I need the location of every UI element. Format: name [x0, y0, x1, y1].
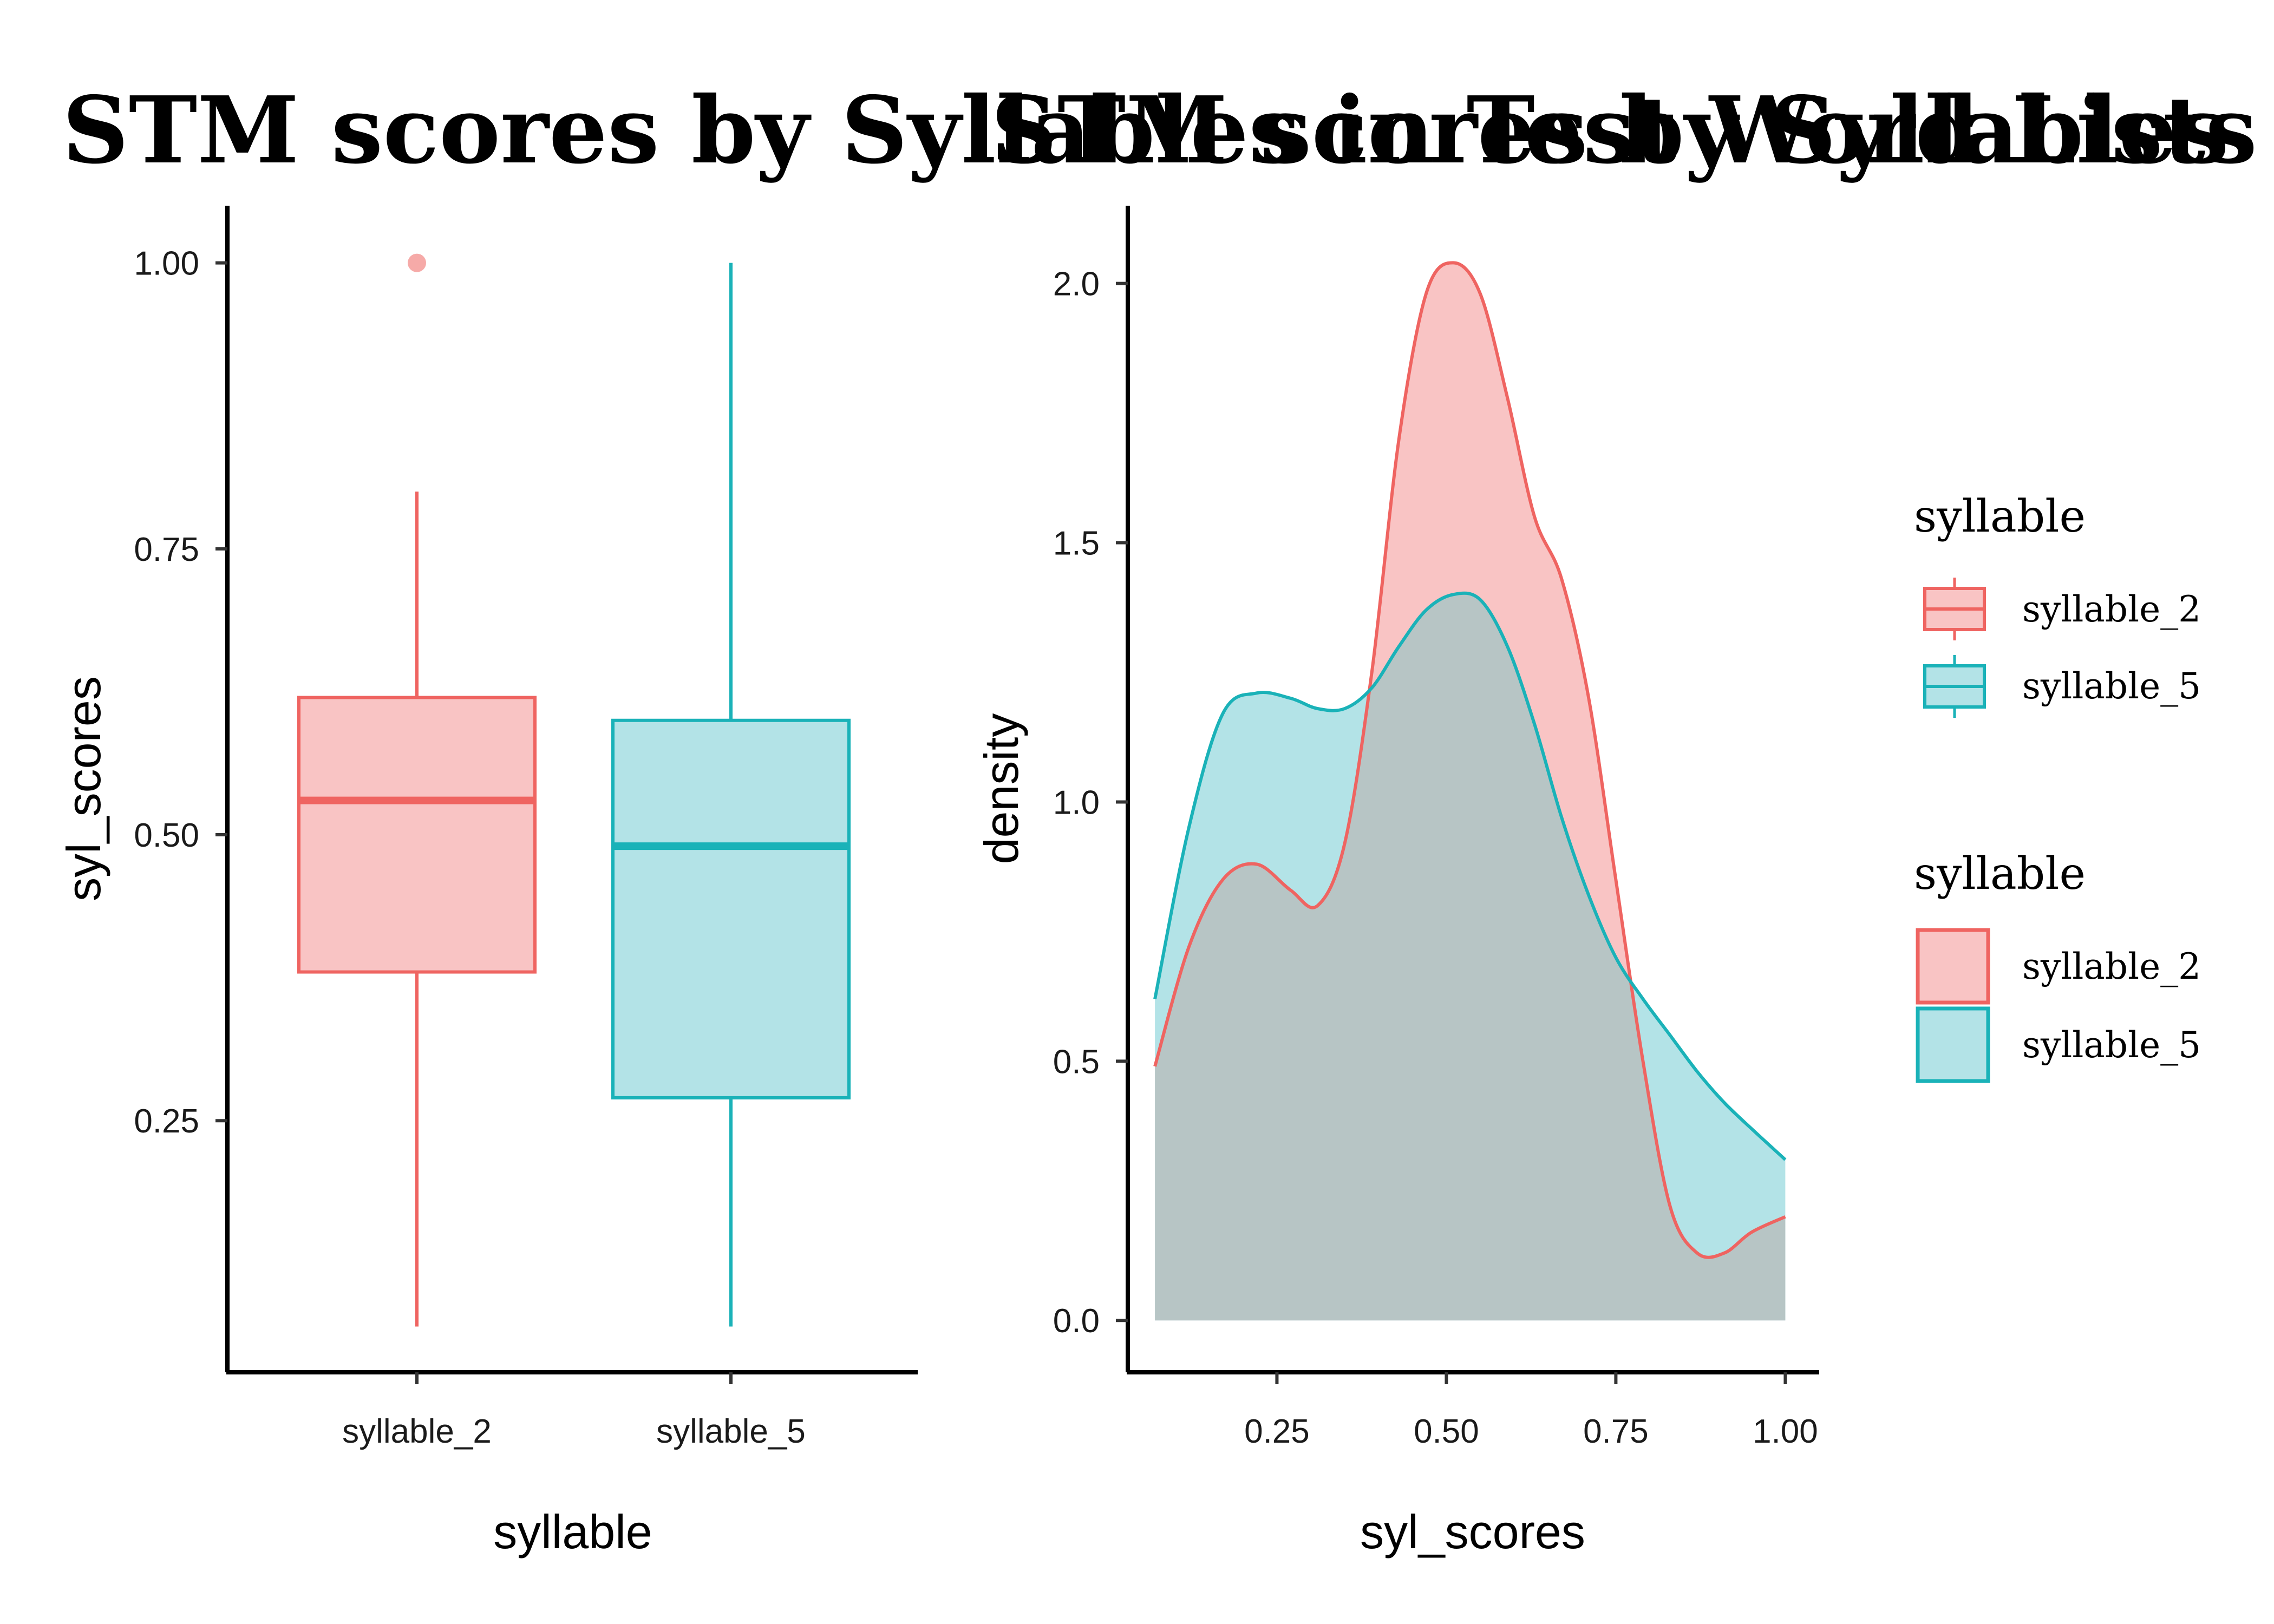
density-x-tick-label: 0.50 — [1414, 1413, 1479, 1450]
boxplot-y-axis-title: syl_scores — [57, 676, 110, 901]
boxplot-y-ticks: 0.25 0.50 0.75 1.00 — [134, 245, 227, 1140]
legend-fill-title: syllable — [1914, 848, 2086, 900]
legend-box-keys — [1923, 578, 1986, 718]
boxplot-x-ticks: syllable_2 syllable_5 — [342, 1372, 806, 1450]
boxplot-x-tick-label: syllable_5 — [656, 1413, 806, 1450]
boxplot-x-axis-title: syllable — [493, 1505, 652, 1558]
boxplot-marks — [297, 253, 851, 1327]
legend-box-label-syllable-5: syllable_5 — [2022, 665, 2201, 707]
legend-box-title: syllable — [1914, 491, 2086, 542]
density-y-tick-label: 0.0 — [1053, 1302, 1100, 1340]
boxplot-x-tick-label: syllable_2 — [342, 1413, 492, 1450]
density-marks — [1153, 261, 1787, 1321]
density-x-tick-label: 1.00 — [1753, 1413, 1818, 1450]
boxplot-y-tick-label: 1.00 — [134, 245, 199, 283]
legend-fill-key-syllable_5 — [1916, 1006, 1990, 1083]
density-line-syllable_5 — [1153, 591, 1787, 1161]
legend-fill-keys — [1916, 928, 1990, 1083]
density-y-tick-label: 0.5 — [1053, 1043, 1100, 1081]
density-x-ticks: 0.25 0.50 0.75 1.00 — [1244, 1372, 1818, 1450]
box-outlier-syllable_2-0 — [408, 253, 426, 272]
legend-box: syllable syllable_2 syllable_5 — [1914, 491, 2201, 718]
density-x-axis-title: syl_scores — [1360, 1505, 1585, 1558]
legend-fill-key-syllable_2 — [1916, 928, 1990, 1005]
legend-fill-label-syllable-5: syllable_5 — [2022, 1024, 2201, 1066]
legend-fill: syllable syllable_2 syllable_5 — [1914, 848, 2201, 1083]
density-title: STM scores by Syllables — [991, 76, 2229, 185]
density-overlap-group — [1155, 593, 1786, 1321]
density-x-tick-label: 0.25 — [1244, 1413, 1310, 1450]
density-panel: 0.0 0.5 1.0 1.5 2.0 0.25 0.50 0.75 1.00 syl_sco… — [975, 76, 2229, 1558]
boxplot-y-tick-label: 0.75 — [134, 531, 199, 568]
density-y-ticks: 0.0 0.5 1.0 1.5 2.0 — [1053, 266, 1128, 1340]
density-x-tick-label: 0.75 — [1583, 1413, 1649, 1450]
legend-box-label-syllable-2: syllable_2 — [2022, 588, 2201, 630]
box-syllable_2 — [297, 696, 537, 974]
boxplot-y-tick-label: 0.50 — [134, 817, 199, 854]
box-syllable_5 — [611, 718, 851, 1099]
boxplot-title: STM scores by Syllables in Test Word Lis… — [62, 76, 2257, 185]
density-overlap-area — [1155, 593, 1786, 1321]
density-y-tick-label: 1.0 — [1053, 784, 1100, 821]
boxplot-panel: STM scores by Syllables in Test Word Lis… — [57, 76, 2257, 1558]
density-y-tick-label: 1.5 — [1053, 525, 1100, 562]
density-y-axis-title: density — [975, 713, 1028, 865]
boxplot-y-tick-label: 0.25 — [134, 1103, 199, 1140]
density-line-syllable_2 — [1153, 261, 1786, 1259]
density-y-tick-label: 2.0 — [1053, 266, 1100, 303]
legend-fill-label-syllable-2: syllable_2 — [2022, 946, 2201, 987]
